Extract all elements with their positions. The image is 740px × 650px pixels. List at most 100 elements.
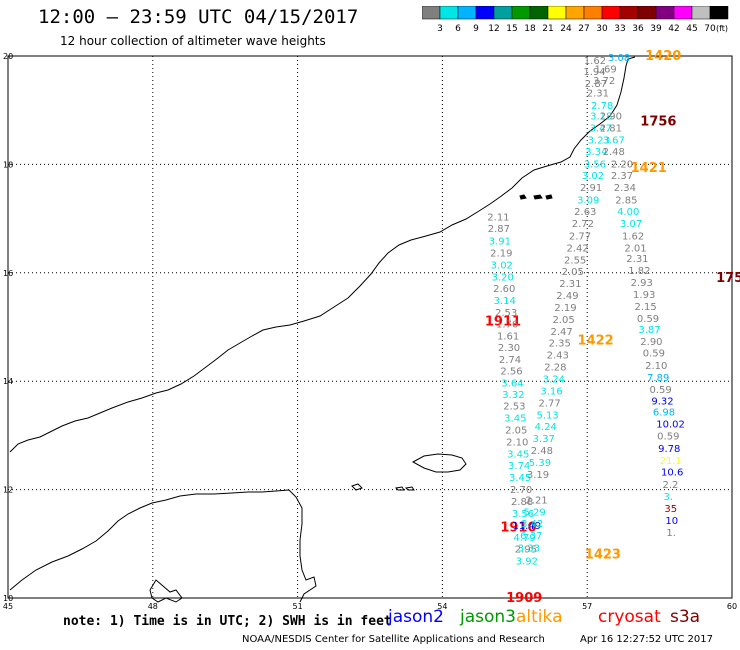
lon-tick-label: 60 (727, 602, 737, 611)
wave-height-value: 2.19 (554, 303, 576, 314)
map-frame (7, 55, 733, 599)
wave-height-value: 2.74 (499, 355, 521, 366)
wave-height-value: 0.59 (637, 314, 659, 325)
wave-height-value: 3.42 (521, 519, 543, 530)
wave-height-value: 2.10 (645, 361, 667, 372)
axis-tick-labels: 45 48 51 54 57 60 20 18 16 14 12 10 (3, 52, 737, 611)
legend-label: 70 (704, 24, 716, 34)
pass-time-label: 1421 (631, 161, 667, 176)
wave-height-value: 1.94 (583, 67, 605, 78)
wave-height-value: 2.11 (487, 212, 509, 223)
wave-height-value: 2.77 (569, 231, 591, 242)
wave-height-value: 10 (665, 516, 678, 527)
legend-swatch (709, 6, 729, 20)
wave-height-value: 4.79 (513, 533, 535, 544)
legend-label: 9 (473, 24, 479, 34)
color-legend: 3 6 9 12 15 18 21 24 27 30 33 36 39 42 45 70 (ft) (422, 6, 729, 34)
small-island-2 (404, 486, 415, 491)
wave-height-value: 3.09 (577, 196, 599, 207)
wave-height-value: 3.23 (588, 135, 610, 146)
wave-height-value: 3.91 (489, 236, 511, 247)
wave-height-value: 10.02 (656, 419, 685, 430)
kuria-muria-1 (519, 194, 527, 200)
legend-label: 15 (506, 24, 517, 34)
wave-height-value: 3.47 (590, 124, 612, 135)
pass-time-label: 1911 (485, 315, 521, 330)
wave-height-value: 3.56 (512, 509, 534, 520)
wave-height-value: 1.62 (584, 56, 606, 67)
wave-height-value: 2.42 (566, 243, 588, 254)
wave-height-value: 3.19 (527, 470, 549, 481)
wave-height-value: 2.81 (600, 124, 622, 135)
somalia-coastline (9, 489, 317, 603)
wave-height-value: 1.76 (496, 320, 518, 331)
wave-height-value: 2.87 (488, 224, 510, 235)
wave-height-value: 3.08 (608, 53, 630, 64)
map-title: 12:00 – 23:59 UTC 04/15/2017 (38, 6, 359, 28)
map-subtitle: 12 hour collection of altimeter wave hei… (60, 34, 326, 48)
wave-height-value: 3.33 (518, 544, 540, 555)
wave-height-value: 1.82 (628, 266, 650, 277)
legend-label: 30 (596, 24, 608, 34)
legend-label: 12 (488, 24, 499, 34)
wave-height-value: 2.34 (614, 183, 636, 194)
lon-tick-label: 51 (293, 602, 303, 611)
lon-tick-label: 48 (148, 602, 158, 611)
wave-height-value: 3.74 (508, 461, 530, 472)
wave-height-value: 2.93 (631, 278, 653, 289)
wave-height-value: 2.72 (572, 219, 594, 230)
wave-height-value: 3.02 (582, 171, 604, 182)
wave-height-value: 2.05 (562, 267, 584, 278)
satellite-jason2: jason2 (388, 607, 444, 627)
wave-height-value: 3.02 (491, 261, 513, 272)
wave-height-value: 2.20 (611, 159, 633, 170)
wave-height-value: 2.87 (585, 79, 607, 90)
kuria-muria-3 (545, 194, 553, 200)
wave-height-value: 21.1 (660, 456, 682, 467)
lat-tick-label: 18 (3, 160, 13, 169)
pass-time-label: 1423 (585, 548, 621, 563)
arabian-coastline (9, 56, 636, 453)
pass-time-label: 1756 (640, 115, 676, 130)
wave-height-value: 2.21 (525, 495, 547, 506)
wave-height-value: 3.18 (590, 112, 612, 123)
wave-height-value: 2.30 (498, 343, 520, 354)
wave-height-value: 2.31 (559, 279, 581, 290)
wave-height-value: 2.01 (624, 243, 646, 254)
wave-height-value: 5.13 (537, 410, 559, 421)
wave-height-value: 2.2 (662, 480, 678, 491)
socotra-island (411, 453, 467, 473)
wave-height-value: 3.67 (603, 135, 625, 146)
wave-height-value: 2.55 (564, 255, 586, 266)
lat-tick-label: 10 (3, 594, 13, 603)
wave-height-value: 3.20 (492, 273, 514, 284)
pass-time-label: 1910 (500, 521, 536, 536)
wave-height-value: 2.35 (549, 339, 571, 350)
wave-height-value: 35 (664, 504, 677, 515)
wave-height-value: 9.32 (651, 397, 673, 408)
wave-height-value: 3.07 (620, 219, 642, 230)
wave-height-value: 2.31 (626, 254, 648, 265)
wave-height-value: 3.87 (638, 325, 660, 336)
satellite-cryosat: cryosat (598, 607, 661, 627)
wave-height-value: 2.85 (615, 196, 637, 207)
wave-height-value: 1.93 (633, 290, 655, 301)
wave-height-value: 4.00 (617, 207, 639, 218)
wave-height-value: 2.90 (640, 337, 662, 348)
pass-time-label: 1909 (506, 591, 542, 606)
legend-label: 36 (632, 24, 644, 34)
wave-height-value: 2.53 (503, 402, 525, 413)
wave-height-value: 0.59 (657, 431, 679, 442)
wave-height-value: 2.90 (600, 112, 622, 123)
pass-time-label: 1422 (578, 334, 614, 349)
wave-height-value: 1.69 (594, 64, 616, 75)
wave-height-value: 2.49 (556, 291, 578, 302)
wave-height-value: 3.72 (593, 76, 615, 87)
wave-height-value: 2.60 (493, 284, 515, 295)
lon-tick-label: 45 (3, 602, 13, 611)
legend-label: 6 (455, 24, 461, 34)
lat-tick-label: 12 (3, 486, 13, 495)
wave-height-value: 2.91 (580, 183, 602, 194)
lon-tick-label: 54 (437, 602, 447, 611)
